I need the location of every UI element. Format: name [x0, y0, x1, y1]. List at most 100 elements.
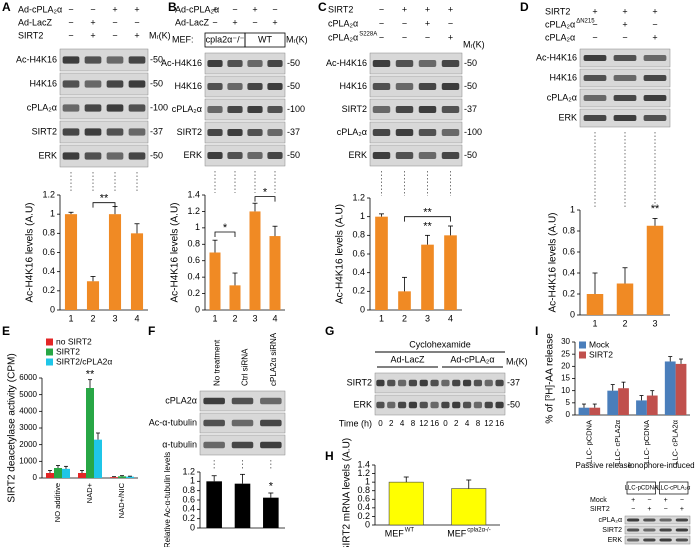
blot-strip — [59, 48, 149, 72]
blot-band — [452, 379, 461, 387]
blot-strip — [369, 121, 463, 144]
blot-band — [643, 115, 667, 121]
bar — [646, 225, 664, 315]
strain-name: cpla2α⁻/⁻ — [206, 34, 245, 44]
y-tick-label: 0 — [360, 304, 365, 314]
y-axis-label: Relative Ac-α-tubulin levels — [163, 452, 172, 547]
blot-band — [613, 115, 637, 121]
mw-label: -50 — [287, 58, 300, 68]
condition-sign: + — [448, 32, 453, 42]
bar — [234, 483, 251, 528]
blot-band — [84, 152, 102, 160]
y-tick-label: 0.4 — [562, 267, 575, 277]
bar — [263, 497, 279, 528]
panel-letter: G — [325, 324, 334, 338]
row-label: Ac-H4K16 — [326, 58, 367, 68]
y-tick-label: 0.8 — [187, 239, 200, 249]
condition-sign: + — [90, 17, 95, 27]
bar — [451, 488, 487, 526]
time-value: 12 — [484, 419, 493, 428]
time-value: 2 — [454, 419, 459, 428]
time-value: 0 — [378, 419, 383, 428]
x-tick-label: MEF — [447, 528, 467, 538]
condition-sign: + — [252, 4, 257, 14]
mw-label: -37 — [150, 126, 163, 136]
y-tick-label: 0 — [190, 522, 195, 532]
blot-band — [207, 60, 223, 67]
y-tick-label: 0.2 — [42, 285, 55, 295]
row-label: cPLA₂α — [337, 127, 367, 137]
mw-label: -37 — [287, 127, 300, 137]
time-label: Time (h) — [339, 418, 372, 428]
row-label: ERK — [558, 112, 577, 122]
blot-band — [441, 379, 450, 387]
y-tick-label: 0 — [570, 309, 575, 319]
blot-band — [106, 56, 124, 64]
y-tick-label: 0.8 — [42, 228, 55, 238]
blot-band — [395, 83, 414, 90]
blot-strip — [374, 394, 506, 416]
blot-band — [583, 115, 607, 121]
row-label: ERK — [353, 399, 372, 409]
y-tick-label: 0 — [365, 519, 370, 529]
blot-band — [613, 95, 637, 101]
mw-label: -37 — [464, 104, 477, 114]
blot-strip — [624, 525, 691, 535]
y-tick-label: 0.4 — [182, 504, 195, 514]
condition-sign: + — [212, 4, 217, 14]
blot-band — [643, 95, 667, 101]
blot-band — [395, 152, 414, 159]
legend-swatch — [579, 341, 586, 349]
blot-band — [441, 401, 450, 409]
blot-band — [397, 401, 407, 409]
y-tick-label: 0.8 — [357, 485, 370, 495]
row-label: SIRT2 — [177, 127, 202, 137]
blot-band — [395, 106, 414, 113]
blot-band — [207, 106, 223, 113]
x-tick-label: 2 — [622, 318, 627, 328]
mw-label: -50 — [150, 78, 163, 88]
condition-sign: − — [448, 18, 453, 28]
bar — [206, 481, 222, 528]
blot-band — [227, 83, 243, 90]
panel-letter: C — [318, 0, 327, 14]
x-tick-label: 2 — [90, 313, 95, 323]
y-tick-label: 25 — [561, 349, 570, 358]
bar — [249, 211, 261, 310]
bar — [388, 481, 424, 526]
blot-band — [376, 379, 385, 387]
blot-band — [613, 55, 637, 61]
blot-band — [418, 83, 437, 90]
blot-band — [376, 401, 385, 409]
significance-label: * — [263, 187, 268, 199]
condition-sign: + — [664, 497, 668, 504]
blot-band — [495, 379, 504, 387]
condition-sign: − — [592, 32, 597, 42]
blot-band — [62, 56, 80, 64]
legend-label: SIRT2/cPLA2α — [56, 356, 112, 366]
x-tick-label: 2 — [402, 313, 407, 323]
blot-band — [418, 60, 437, 67]
row-label: Ac-H4K16 — [161, 58, 202, 68]
blot-band — [430, 379, 439, 387]
blot-band — [128, 56, 146, 64]
blot-band — [267, 152, 283, 159]
mw-label: -100 — [150, 102, 168, 112]
condition-sign: − — [252, 17, 257, 27]
blot-band — [128, 104, 146, 112]
row-label: ERK — [183, 150, 202, 160]
column-label: cPLA2α siRNA — [269, 332, 278, 386]
blot-band — [106, 152, 124, 160]
y-tick-label: 1 — [190, 476, 195, 486]
blot-band — [84, 104, 102, 112]
condition-sign: + — [631, 497, 635, 504]
mw-label: -50 — [150, 150, 163, 160]
blot-band — [462, 379, 472, 387]
panel-letter: I — [535, 324, 538, 338]
blot-band — [430, 401, 439, 409]
row-label: cPLA₂α — [547, 92, 577, 102]
group-box — [626, 481, 656, 495]
y-tick-label: 0.6 — [562, 246, 575, 256]
time-value: 4 — [465, 419, 470, 428]
time-value: 16 — [495, 419, 504, 428]
